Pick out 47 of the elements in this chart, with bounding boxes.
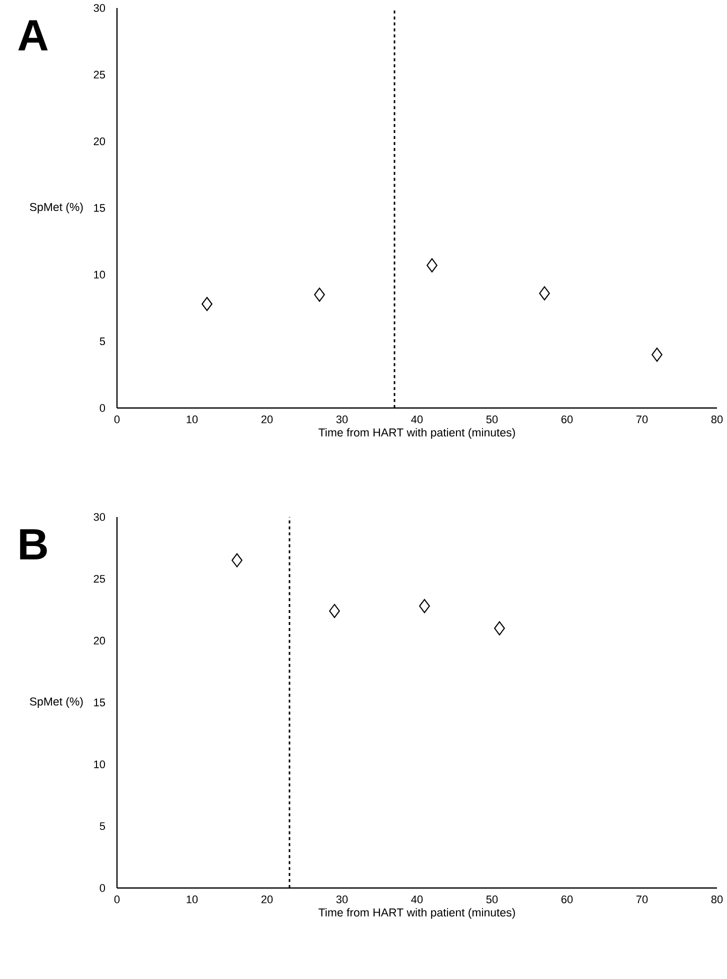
x-tick-label: 30 <box>336 896 348 904</box>
x-tick-label: 10 <box>186 896 198 904</box>
text: A <box>18 20 48 50</box>
point <box>539 286 550 300</box>
x-tick-label: 60 <box>561 416 573 424</box>
y-tick-label: 15 <box>94 204 106 212</box>
x-tick-label: 80 <box>711 416 723 424</box>
y-tick-label: 20 <box>94 137 106 146</box>
point <box>494 621 505 636</box>
x-axis-title: Time from HART with patient (minutes) <box>318 908 515 919</box>
x-tick-label: 70 <box>636 896 648 904</box>
x-tick-label: 50 <box>486 896 498 904</box>
y-tick-label: 10 <box>94 760 106 768</box>
point <box>232 553 242 568</box>
x-tick-label: 10 <box>186 416 198 424</box>
point <box>419 598 430 614</box>
x-tick-label: 40 <box>411 416 423 424</box>
x-tick-label: 80 <box>711 896 723 904</box>
y-tick-label: 25 <box>94 70 106 79</box>
x-tick-label: 70 <box>636 416 648 424</box>
y-tick-label: 10 <box>94 270 106 279</box>
point <box>329 604 340 618</box>
x-tick-label: 20 <box>261 896 273 904</box>
y-tick-label: 0 <box>100 884 106 892</box>
x-tick-label: 40 <box>411 896 423 904</box>
y-tick-label: 30 <box>94 4 106 12</box>
y-tick-label: 5 <box>100 822 106 830</box>
x-tick-label: 60 <box>561 896 573 904</box>
x-tick-label: 50 <box>486 416 498 424</box>
point <box>426 258 438 272</box>
y-axis-title: SpMet (%) <box>30 697 83 708</box>
y-tick-label: 15 <box>94 698 106 706</box>
x-tick-label: 0 <box>114 416 120 424</box>
x-tick-label: 30 <box>336 416 348 424</box>
y-axis-title: SpMet (%) <box>30 202 83 214</box>
point <box>202 296 212 312</box>
y-tick-label: 5 <box>100 338 106 346</box>
y-tick-label: 30 <box>94 513 106 521</box>
y-tick-label: 25 <box>94 574 106 583</box>
x-tick-label: 20 <box>261 416 273 424</box>
x-axis-title: Time from HART with patient (minutes) <box>318 428 515 439</box>
text: B <box>20 529 47 560</box>
y-tick-label: 20 <box>94 636 106 645</box>
point <box>652 348 662 362</box>
point <box>314 288 325 302</box>
y-tick-label: 0 <box>100 404 106 412</box>
x-tick-label: 0 <box>114 896 120 904</box>
